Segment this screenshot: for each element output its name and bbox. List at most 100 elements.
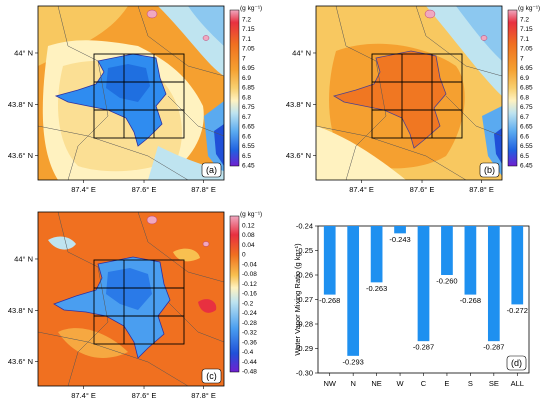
bar-value-label: -0.268 xyxy=(460,296,481,305)
x-tick-label: NW xyxy=(323,379,336,388)
y-tick-label: -0.26 xyxy=(296,271,313,280)
bar-value-label: -0.272 xyxy=(507,306,528,315)
x-tick-label: W xyxy=(397,379,405,388)
map-frame xyxy=(37,211,225,387)
colorbar-tick-label: 7.2 xyxy=(242,17,251,24)
bar-value-label: -0.268 xyxy=(319,296,340,305)
colorbar-unit: (g kg⁻¹) xyxy=(240,5,262,12)
colorbar-tick-label: 6.95 xyxy=(520,65,533,72)
colorbar-tick-label: 7.1 xyxy=(520,36,529,43)
colorbar xyxy=(229,9,240,167)
lat-tick-label: 43.8° N xyxy=(8,306,33,315)
colorbar xyxy=(507,9,518,167)
lon-tick-label: 87.4° E xyxy=(349,185,374,194)
lat-tick-label: 43.6° N xyxy=(286,151,311,160)
map-field xyxy=(38,212,224,386)
colorbar-tick-label: 6.55 xyxy=(520,143,533,150)
colorbar-tick-label: -0.36 xyxy=(242,339,257,346)
colorbar-tick-label: 6.45 xyxy=(520,163,533,170)
colorbar-tick-label: 7 xyxy=(520,55,524,62)
bar-nw xyxy=(323,226,336,295)
panel-label-box xyxy=(479,162,500,178)
colorbar-tick-label: 6.7 xyxy=(520,114,529,121)
y-tick-label: -0.24 xyxy=(296,222,313,231)
colorbar-tick-label: 6.65 xyxy=(242,124,255,131)
lat-tick-label: 43.8° N xyxy=(8,100,33,109)
lon-tick-label: 87.8° E xyxy=(191,391,216,400)
colorbar-tick-label: 6.5 xyxy=(520,153,529,160)
colorbar-tick-label: 6.7 xyxy=(242,114,251,121)
colorbar-tick-label: -0.32 xyxy=(242,330,257,337)
map-field xyxy=(38,6,224,180)
colorbar-tick-label: -0.28 xyxy=(242,320,257,327)
map-field xyxy=(316,6,502,180)
colorbar-tick-label: 6.45 xyxy=(242,163,255,170)
x-tick-label: S xyxy=(468,379,473,388)
max-spot xyxy=(202,35,210,41)
lat-tick-label: 44° N xyxy=(14,254,33,263)
colorbar-tick-label: 6.75 xyxy=(520,104,533,111)
colorbar-tick-label: 6.5 xyxy=(242,153,251,160)
lon-tick-label: 87.8° E xyxy=(191,185,216,194)
y-tick-label: -0.30 xyxy=(296,369,313,378)
bar-e xyxy=(441,226,453,275)
bar-all xyxy=(511,226,524,305)
colorbar-tick-label: 6.6 xyxy=(242,133,251,140)
lon-tick-label: 87.8° E xyxy=(469,185,494,194)
bar-w xyxy=(394,226,406,234)
max-spot xyxy=(202,241,210,247)
region-grid xyxy=(371,53,463,139)
colorbar-tick-label: 6.95 xyxy=(242,65,255,72)
map-frame xyxy=(315,5,503,181)
bar-value-label: -0.287 xyxy=(483,343,504,352)
colorbar-tick-label: 6.55 xyxy=(242,143,255,150)
lat-tick-label: 43.6° N xyxy=(8,357,33,366)
y-axis-label: Water Vapor Mixing Ratio (g kg⁻¹) xyxy=(293,243,302,356)
colorbar-tick-label: -0.04 xyxy=(242,261,257,268)
bar-se xyxy=(487,226,500,342)
bar-value-label: -0.243 xyxy=(389,235,410,244)
region-grid xyxy=(93,259,185,345)
lon-tick-label: 87.4° E xyxy=(71,391,96,400)
x-tick-label: N xyxy=(350,379,355,388)
region-grid xyxy=(93,53,185,139)
x-tick-label: ALL xyxy=(511,379,524,388)
colorbar-tick-label: 7.15 xyxy=(520,26,533,33)
panel-label: (b) xyxy=(484,165,495,175)
colorbar-tick-label: 6.85 xyxy=(520,85,533,92)
colorbar-tick-label: -0.2 xyxy=(242,300,254,307)
boundary-lines xyxy=(316,6,502,180)
colorbar-tick-label: 6.8 xyxy=(242,94,251,101)
y-tick-label: -0.29 xyxy=(296,344,313,353)
colorbar-unit: (g kg⁻¹) xyxy=(240,211,262,218)
lat-tick-label: 43.6° N xyxy=(8,151,33,160)
map-panel-a: 44° N 43.8° N 43.6° N 87.4° E 87.6° E 87.8° E… xyxy=(8,5,262,194)
max-spot xyxy=(146,215,158,225)
colorbar-tick-label: -0.24 xyxy=(242,310,257,317)
colorbar-tick-label: 0.12 xyxy=(242,223,255,230)
panel-label: (c) xyxy=(206,371,217,381)
map-panel-b: 44° N 43.8° N 43.6° N 87.4° E 87.6° E 87.8° E… xyxy=(286,5,540,194)
bar-n xyxy=(347,226,360,356)
panel-label: (a) xyxy=(206,165,217,175)
colorbar-tick-label: 6.65 xyxy=(520,124,533,131)
max-spot xyxy=(146,9,158,19)
colorbar-tick-label: 6.8 xyxy=(520,94,529,101)
colorbar-tick-label: -0.16 xyxy=(242,291,257,298)
bar-value-label: -0.287 xyxy=(413,343,434,352)
bar-c xyxy=(417,226,430,342)
colorbar-tick-label: -0.44 xyxy=(242,359,257,366)
boundary-lines xyxy=(38,6,224,180)
colorbar-tick-label: 0.04 xyxy=(242,242,255,249)
colorbar-tick-label: 0 xyxy=(242,252,246,259)
colorbar-tick-label: 7 xyxy=(242,55,246,62)
max-spot xyxy=(424,9,436,19)
y-tick-label: -0.27 xyxy=(296,295,313,304)
lon-tick-label: 87.6° E xyxy=(132,391,157,400)
x-tick-label: E xyxy=(444,379,449,388)
panel-label-box xyxy=(201,162,222,178)
y-tick-label: -0.28 xyxy=(296,320,313,329)
bar-value-label: -0.263 xyxy=(366,284,387,293)
max-spot xyxy=(480,35,488,41)
